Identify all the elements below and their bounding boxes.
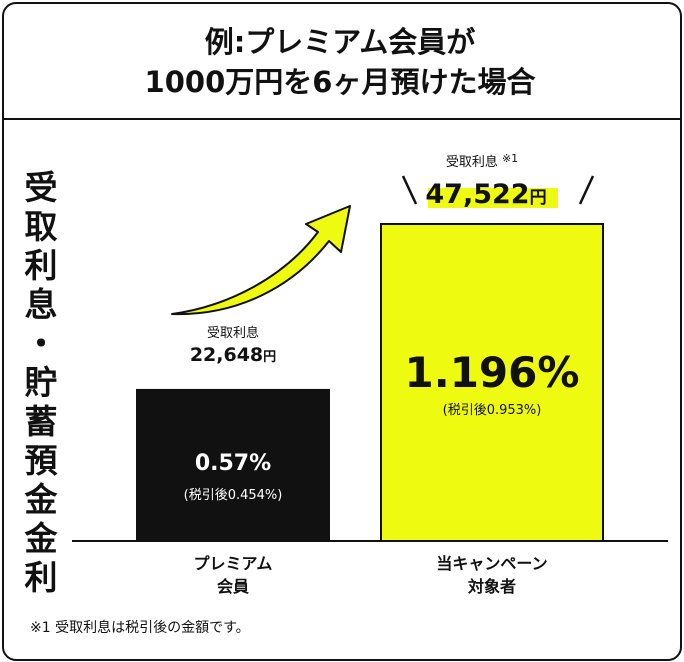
rate-label-0: 0.57% [195,451,271,476]
interest-amount-1: 47,522 [425,179,529,210]
interest-caption-1: 受取利息 ※1 [446,152,518,170]
category-label-1-0: 当キャンペーン [436,554,547,573]
category-label-1-1: 対象者 [467,577,516,596]
interest-caption-0: 受取利息 [207,325,259,341]
title-line-2: 1000万円を6ヶ月預けた場合 [144,65,536,99]
interest-amount-0: 22,648 [190,344,263,366]
y-axis-label: 受取利息・貯蓄預金金利 [19,170,58,599]
bar-1 [380,223,604,542]
interest-highlight-1 [428,188,558,208]
rate-label-1: 1.196% [405,348,580,397]
title-line-1: 例:プレミアム会員が [204,25,476,59]
after-tax-label-1: (税引後0.953%) [443,403,542,418]
after-tax-label-0: (税引後0.454%) [184,488,283,503]
interest-value-1: 47,522円 [425,179,546,210]
bar-0 [136,388,330,543]
chart-title: 例:プレミアム会員が 1000万円を6ヶ月預けた場合 [0,22,680,102]
interest-unit-1: 円 [530,188,547,208]
emphasis-slash-left [401,175,418,205]
interest-caption-text-1: 受取利息 [446,154,502,170]
emphasis-slash-right [578,175,595,205]
category-label-0-1: 会員 [217,577,249,596]
footnote: ※1 受取利息は税引後の金額です。 [30,620,250,636]
increase-arrow [171,205,351,316]
interest-unit-0: 円 [263,350,276,365]
interest-value-0: 22,648円 [190,344,276,366]
title-divider [2,118,680,120]
interest-note-1: ※1 [502,152,518,165]
category-label-0-0: プレミアム [194,554,273,573]
